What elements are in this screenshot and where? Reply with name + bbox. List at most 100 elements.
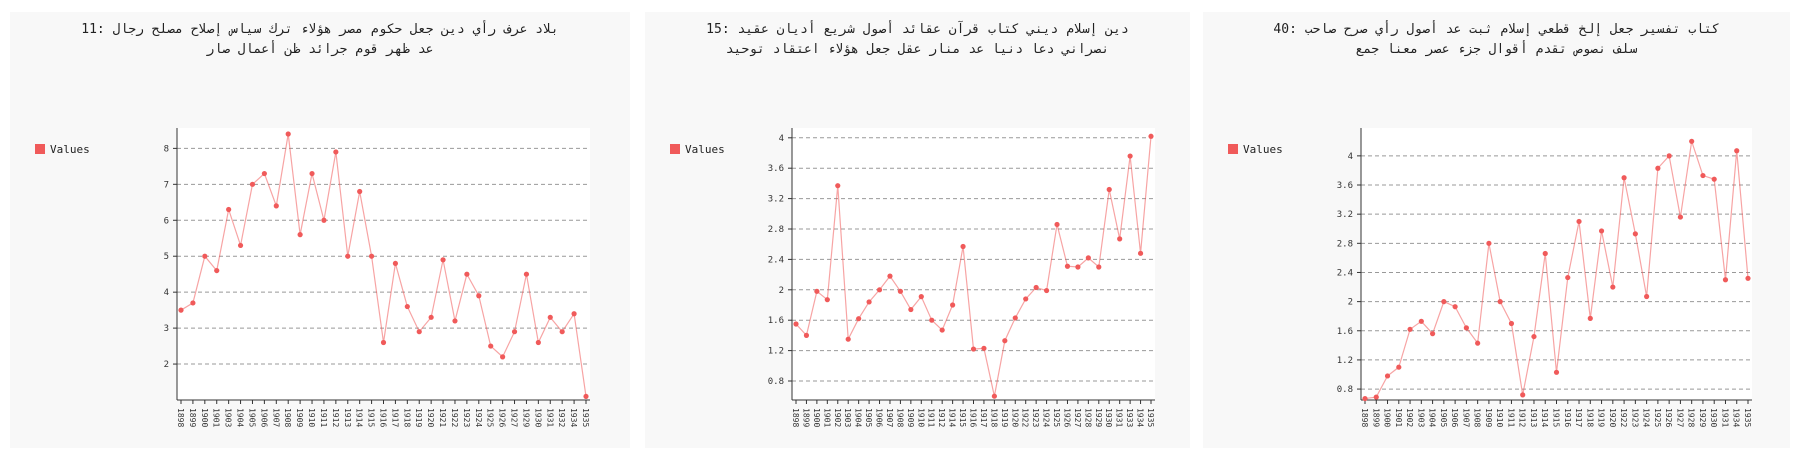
data-point	[1531, 333, 1537, 340]
x-tick-label: 1934	[1136, 408, 1145, 427]
x-tick-label: 1908	[283, 408, 292, 427]
x-tick-label: 1908	[895, 408, 904, 427]
data-point	[803, 332, 810, 338]
x-tick-label: 1935	[581, 408, 590, 427]
x-tick-label: 1911	[1506, 408, 1515, 427]
data-point	[824, 297, 830, 303]
y-tick-label: 2	[1348, 298, 1353, 308]
y-tick-label: 3.2	[768, 195, 784, 205]
data-point	[866, 299, 872, 305]
x-tick-label: 1898	[176, 408, 185, 427]
x-tick-label: 1917	[979, 408, 988, 427]
data-point	[1632, 231, 1638, 237]
x-tick-label: 1932	[557, 408, 566, 427]
data-point	[273, 203, 279, 209]
y-tick-label: 6	[164, 216, 169, 226]
x-tick-label: 1911	[319, 408, 328, 427]
data-point	[981, 345, 987, 351]
x-tick-label: 1922	[1021, 408, 1030, 427]
data-point	[1452, 304, 1458, 310]
x-tick-label: 1912	[1518, 408, 1527, 427]
x-tick-label: 1934	[1732, 408, 1741, 427]
x-tick-label: 1927	[1073, 408, 1082, 427]
x-tick-label: 1900	[812, 408, 821, 427]
data-point	[333, 149, 339, 155]
data-point	[1722, 277, 1729, 283]
x-tick-label: 1899	[801, 408, 810, 427]
x-tick-label: 1916	[1563, 408, 1572, 427]
x-tick-label: 1927	[510, 408, 519, 427]
data-point	[226, 206, 232, 213]
chart-panel: 15: دين إسلام ديني كتاب قرآن عقائد أصول …	[645, 12, 1190, 448]
x-tick-label: 1922	[450, 408, 459, 427]
data-point	[535, 339, 541, 346]
x-tick-label: 1919	[1597, 408, 1606, 427]
x-tick-label: 1935	[1146, 408, 1155, 427]
data-point	[1553, 369, 1560, 375]
legend-label: Values	[685, 143, 725, 156]
chart-title: 40: كتاب تفسير جعل إلخ قطعي إسلام ثبت عد…	[1273, 22, 1720, 57]
data-point	[1475, 340, 1481, 346]
y-tick-label: 1.2	[1337, 356, 1353, 366]
data-point	[1002, 338, 1008, 344]
data-point	[960, 243, 966, 250]
y-tick-label: 2.4	[1337, 268, 1353, 278]
data-point	[1598, 228, 1605, 234]
data-point	[404, 303, 410, 310]
data-point	[856, 316, 862, 322]
chart-panel: 40: كتاب تفسير جعل إلخ قطعي إسلام ثبت عد…	[1203, 12, 1790, 448]
data-point	[1520, 392, 1526, 398]
x-tick-label: 1928	[1687, 408, 1696, 427]
data-point	[1064, 263, 1071, 269]
x-tick-label: 1913	[1529, 408, 1538, 427]
data-point	[1396, 364, 1402, 370]
data-point	[452, 318, 458, 324]
data-point	[1085, 255, 1091, 261]
x-tick-label: 1926	[1062, 408, 1071, 427]
x-tick-label: 1902	[833, 408, 842, 427]
x-tick-label: 1912	[937, 408, 946, 427]
x-tick-label: 1911	[927, 408, 936, 427]
x-tick-label: 1903	[843, 408, 852, 427]
data-point	[1033, 284, 1039, 291]
x-tick-label: 1910	[916, 408, 925, 427]
x-tick-label: 1929	[521, 408, 530, 427]
x-tick-label: 1935	[1743, 408, 1752, 427]
data-point	[1463, 325, 1469, 331]
data-point	[547, 314, 553, 320]
legend-label: Values	[1243, 143, 1283, 156]
data-point	[583, 393, 589, 400]
x-tick-label: 1919	[414, 408, 423, 427]
x-tick-label: 1919	[1000, 408, 1009, 427]
legend-swatch	[670, 144, 680, 154]
y-tick-label: 1.6	[1337, 327, 1353, 337]
x-tick-label: 1914	[355, 408, 364, 427]
x-tick-label: 1931	[545, 408, 554, 427]
x-tick-label: 1927	[1675, 408, 1684, 427]
chart-title: 11: بلاد عرف رأي دين جعل حكوم مصر هؤلاء …	[81, 22, 559, 57]
y-tick-label: 2.4	[768, 255, 784, 265]
data-point	[1587, 315, 1593, 321]
x-tick-label: 1915	[1552, 408, 1561, 427]
x-tick-label: 1930	[533, 408, 542, 427]
x-tick-label: 1898	[791, 408, 800, 427]
data-point	[970, 346, 977, 352]
data-point	[428, 314, 434, 320]
y-tick-label: 5	[164, 252, 169, 262]
plot-area	[177, 128, 590, 400]
x-tick-label: 1918	[989, 408, 998, 427]
x-tick-label: 1925	[1653, 408, 1662, 427]
x-tick-label: 1923	[1031, 408, 1040, 427]
x-tick-label: 1907	[885, 408, 894, 427]
x-tick-label: 1900	[200, 408, 209, 427]
data-point	[1565, 274, 1571, 281]
x-tick-label: 1909	[1484, 408, 1493, 427]
x-tick-label: 1931	[1115, 408, 1124, 427]
data-point	[571, 311, 577, 317]
data-point	[1096, 264, 1102, 270]
data-point	[1497, 299, 1503, 305]
x-tick-label: 1933	[1125, 408, 1134, 427]
data-point	[950, 302, 956, 308]
data-point	[440, 257, 446, 263]
